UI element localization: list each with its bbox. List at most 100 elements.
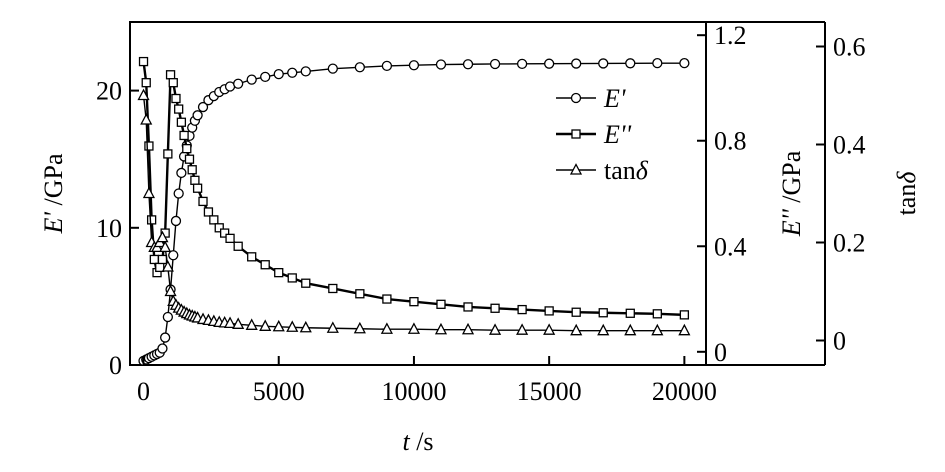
series-2-point [409, 297, 419, 307]
series-1-point [598, 58, 609, 69]
series-1-point [157, 343, 168, 354]
series-2-point [198, 196, 208, 207]
series-2-point [190, 175, 200, 185]
series-1-point [489, 58, 501, 70]
series-2-point [225, 233, 235, 244]
series-2-point [149, 254, 159, 265]
series-3-point [223, 316, 237, 329]
series-3-point [299, 320, 312, 333]
series-3-point [161, 260, 174, 272]
series-3-point [164, 284, 177, 297]
series-2-point [598, 308, 608, 318]
legend-entry-2: E'' [556, 120, 631, 149]
series-1-point [273, 68, 284, 80]
series-2-point [141, 78, 151, 88]
series-3-point [232, 317, 245, 329]
series-1-point [197, 101, 209, 113]
right-axis-1-title: E'' /GPa [777, 150, 806, 237]
series-2-point [382, 294, 392, 304]
legend-entry-3: tanδ [556, 156, 649, 185]
left-axis-title: E' /GPa [39, 153, 68, 234]
x-tick-label: 20000 [652, 377, 717, 406]
series-2-point [517, 304, 527, 315]
series-3-point [516, 323, 529, 335]
series-1-point [246, 74, 257, 85]
legend-label: tanδ [604, 156, 649, 185]
series-2-point [163, 149, 173, 159]
legend-label: E'' [603, 120, 631, 149]
series-2-point [219, 228, 230, 238]
legend-label: E' [603, 84, 626, 113]
series-3-point [245, 318, 258, 330]
series-2-point [171, 93, 181, 104]
series-2-point [287, 273, 297, 283]
series-2-point [247, 252, 257, 262]
series-1-point [571, 58, 582, 69]
series-2-point [301, 278, 311, 288]
series-3-point [624, 323, 637, 336]
series-1-point [233, 78, 244, 89]
series-3-point [678, 323, 691, 336]
series-2 [138, 56, 690, 320]
titles-layer: t /s E' /GPa E'' /GPa tanδ [39, 150, 921, 456]
series-3-point [259, 319, 272, 331]
series-3-point [434, 322, 448, 335]
legend-marker [571, 129, 581, 139]
series-2-point [544, 306, 554, 316]
series-1-point [679, 58, 690, 69]
x-tick-label: 5000 [253, 377, 305, 406]
series-1-point [516, 58, 528, 69]
series-2-point [184, 154, 195, 164]
series-2-point [260, 260, 270, 270]
series-1-point [435, 59, 447, 70]
right1-y-tick-label: 0.4 [714, 232, 747, 261]
series-3-point [286, 320, 299, 332]
legend-layer: E' E'' tanδ [556, 84, 649, 185]
series-2-point [138, 56, 149, 67]
series-3-point [326, 321, 339, 333]
series-3-point [461, 322, 475, 335]
series-2-point [571, 307, 581, 317]
series-2-point [165, 70, 176, 80]
series-3-point [543, 323, 556, 335]
series-3 [137, 88, 691, 336]
ticks-layer: 0 5000 10000 15000 20000 0 10 20 0 0.4 0.8 1.2 0 0.2 0… [96, 21, 866, 406]
series-2-point [192, 183, 203, 193]
series-2-point [463, 302, 473, 312]
series-1-point [544, 58, 555, 69]
series-2-point [144, 141, 154, 151]
x-tick-label: 0 [137, 377, 150, 406]
series-3-point [570, 323, 583, 336]
series-1-point [287, 67, 298, 78]
series-1-point [168, 250, 179, 261]
series-1-point [300, 66, 311, 77]
series-3-point [140, 113, 153, 125]
x-axis-title: t /s [402, 427, 433, 456]
series-2-point [209, 215, 219, 225]
right2-y-tick-label: 0.4 [833, 131, 866, 160]
series-3-point [407, 322, 421, 334]
series-1 [138, 58, 690, 367]
series-1-point [170, 215, 182, 227]
series-1-point [160, 332, 171, 343]
series-1-point [192, 110, 203, 121]
left-y-tick-label: 10 [96, 214, 122, 243]
series-3-point [142, 186, 156, 199]
series-2-point [328, 283, 338, 294]
series-3-point [651, 323, 664, 336]
series-3-point [597, 323, 610, 336]
series-2-point [168, 78, 178, 88]
series-1-point [162, 311, 174, 323]
series-2-point [174, 104, 184, 114]
x-tick-label: 15000 [517, 377, 582, 406]
series-1-point [462, 59, 474, 70]
series-1-point [354, 62, 366, 73]
series-3-point [137, 88, 150, 101]
series-2-point [490, 303, 500, 313]
series-1-point [652, 58, 663, 69]
series-1-point [260, 71, 271, 83]
series-2-point [355, 289, 365, 299]
series-2-point [155, 262, 165, 273]
series-1-point [381, 60, 393, 72]
